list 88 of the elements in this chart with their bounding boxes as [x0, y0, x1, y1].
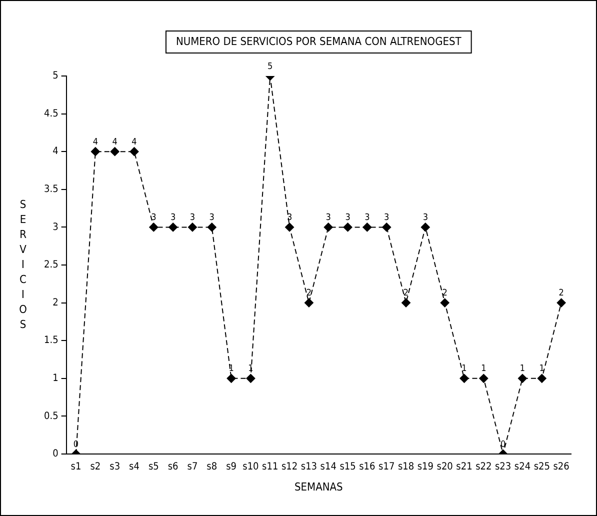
data-label: 3: [326, 213, 331, 224]
point: [343, 222, 352, 232]
point: [90, 147, 100, 156]
point: [207, 222, 216, 232]
data-label: 3: [364, 213, 370, 224]
point: [382, 222, 392, 232]
x-tick-label: s14: [320, 462, 337, 473]
point: [110, 147, 120, 156]
point: [518, 374, 527, 383]
point: [304, 298, 314, 308]
y-tick-label: 5: [52, 70, 58, 82]
data-label: 0: [500, 440, 506, 450]
data-label: 3: [345, 213, 350, 224]
data-label: 2: [403, 288, 409, 299]
x-axis-title: SEMANAS: [294, 480, 343, 494]
x-tick-label: s22: [476, 462, 492, 473]
x-tick-label: s10: [242, 462, 260, 473]
x-tick-label: s9: [226, 462, 237, 473]
x-tick-label: s20: [436, 462, 454, 473]
point: [168, 222, 178, 232]
x-tick-label: s17: [378, 462, 395, 473]
x-tick-label: s16: [359, 462, 376, 473]
y-tick-label: 2: [52, 297, 58, 308]
x-tick-label: s24: [514, 462, 531, 473]
data-label: 2: [442, 288, 448, 299]
x-tick-label: s3: [110, 462, 120, 473]
x-tick-label: s19: [417, 462, 434, 473]
data-label: 3: [422, 213, 428, 224]
x-tick-label: s18: [398, 462, 414, 473]
point: [440, 298, 450, 308]
y-tick-label: 2.5: [44, 260, 58, 271]
data-label: 1: [228, 364, 234, 374]
y-tick-label: 3.5: [44, 184, 58, 195]
x-tick-label: s5: [148, 462, 159, 473]
x-tick-label: s26: [553, 462, 570, 473]
data-label: 1: [539, 364, 544, 374]
point: [420, 222, 430, 232]
x-tick-label: s21: [456, 462, 472, 473]
data-label: 1: [520, 364, 526, 374]
data-label: 1: [481, 364, 486, 374]
point: [324, 222, 333, 232]
y-tick-label: 4.5: [44, 108, 58, 120]
point: [246, 374, 256, 383]
x-tick-label: s4: [129, 462, 140, 473]
point: [460, 374, 469, 383]
y-tick-label: 1.5: [44, 335, 58, 346]
data-label: 4: [92, 137, 98, 148]
point: [537, 374, 546, 383]
data-label: 2: [558, 288, 564, 299]
y-tick-label: 1: [52, 372, 58, 384]
point: [226, 374, 236, 383]
point: [362, 222, 372, 232]
x-tick-label: s7: [187, 462, 198, 473]
data-label: 4: [112, 137, 118, 148]
x-tick-label: s25: [534, 462, 550, 473]
x-tick-label: s15: [340, 462, 356, 473]
x-tick-label: s13: [300, 462, 318, 473]
point: [149, 222, 158, 232]
text: SERVICIOS: [19, 198, 27, 331]
point: [402, 298, 411, 308]
chart-title: NUMERO DE SERVICIOS POR SEMANA CON ALTRENOGEST: [176, 34, 462, 48]
y-tick-label: 4: [52, 146, 59, 158]
x-tick-label: s6: [168, 462, 179, 473]
x-tick-label: s11: [262, 462, 278, 473]
x-tick-label: s8: [206, 462, 218, 473]
data-label: 1: [462, 364, 467, 374]
y-tick-label: 0: [52, 448, 59, 460]
point: [130, 147, 139, 156]
point: [479, 374, 488, 383]
x-tick-label: s1: [70, 462, 82, 473]
data-label: 2: [306, 288, 312, 299]
point: [556, 298, 566, 308]
data-label: 3: [384, 213, 390, 224]
data-label: 3: [286, 213, 292, 224]
data-label: 3: [170, 213, 176, 224]
point: [285, 222, 294, 232]
x-tick-label: s2: [90, 462, 101, 473]
x-tick-label: s12: [281, 462, 298, 473]
data-label: 4: [132, 137, 137, 148]
y-tick-label: 3: [52, 222, 58, 233]
data-label: 3: [151, 213, 156, 224]
data-label: 3: [209, 213, 214, 224]
data-label: 5: [268, 62, 273, 72]
data-label: 3: [190, 213, 196, 224]
point: [188, 222, 197, 232]
data-label: 0: [73, 440, 79, 450]
y-tick-label: 0.5: [44, 410, 58, 422]
x-tick-label: s23: [494, 462, 512, 473]
